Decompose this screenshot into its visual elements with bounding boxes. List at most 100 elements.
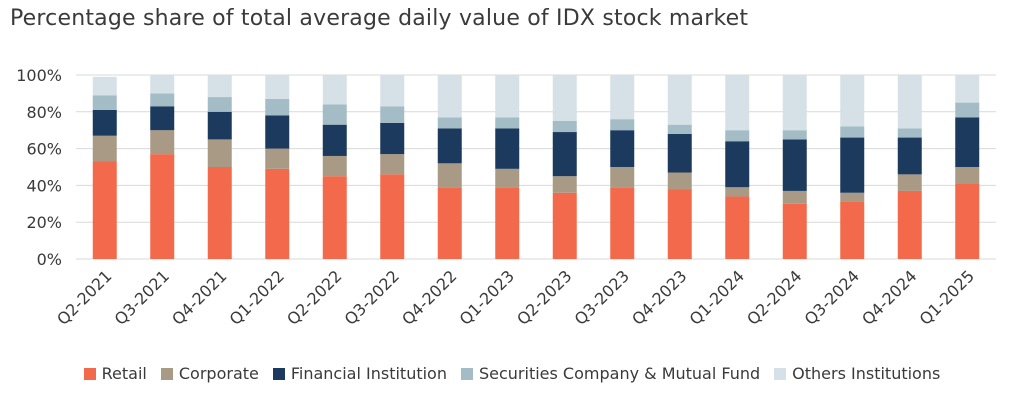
bar-segment-securities-company-mutual-fund <box>840 126 865 138</box>
legend-label: Retail <box>101 364 147 383</box>
x-tick-label: Q4-2022 <box>398 266 460 328</box>
x-tick-label: Q2-2021 <box>53 266 115 328</box>
bar-segment-securities-company-mutual-fund <box>437 117 462 129</box>
bar-segment-corporate <box>782 190 807 204</box>
chart-legend: Retail Corporate Financial Institution Secu… <box>0 364 1024 383</box>
x-tick-label: Q3-2022 <box>341 266 403 328</box>
x-tick-label: Q4-2021 <box>168 266 230 328</box>
x-tick-label: Q3-2024 <box>801 266 863 328</box>
bar-segment-securities-company-mutual-fund <box>265 98 290 116</box>
legend-label: Others Institutions <box>792 364 941 383</box>
legend-item: Securities Company & Mutual Fund <box>460 364 760 383</box>
bar-segment-securities-company-mutual-fund <box>782 130 807 140</box>
bar-segment-retail <box>265 168 290 259</box>
legend-swatch <box>272 367 285 380</box>
y-tick-label: 0% <box>37 250 62 269</box>
bar-segment-retail <box>150 154 175 259</box>
bar-segment-financial-institution <box>150 106 175 131</box>
legend-item: Financial Institution <box>272 364 447 383</box>
bar-segment-others-institutions <box>322 75 347 105</box>
legend-item: Retail <box>83 364 147 383</box>
bar-segment-others-institutions <box>840 75 865 127</box>
bar-segment-corporate <box>667 172 692 190</box>
bar-segment-financial-institution <box>840 137 865 193</box>
bar-segment-retail <box>437 187 462 259</box>
bar-segment-securities-company-mutual-fund <box>725 130 750 142</box>
bar-segment-retail <box>322 176 347 259</box>
bar-segment-securities-company-mutual-fund <box>495 117 520 129</box>
legend-swatch <box>460 367 473 380</box>
bar-segment-corporate <box>552 176 577 193</box>
bar-segment-others-institutions <box>955 75 980 103</box>
bar-segment-financial-institution <box>380 122 405 155</box>
y-tick-label: 20% <box>26 213 62 232</box>
bar-segment-retail <box>667 189 692 259</box>
bar-segment-corporate <box>495 168 520 188</box>
bar-segment-securities-company-mutual-fund <box>552 121 577 133</box>
bar-segment-financial-institution <box>322 124 347 156</box>
bar-segment-others-institutions <box>495 75 520 118</box>
x-tick-label: Q2-2023 <box>513 266 575 328</box>
bar-segment-others-institutions <box>725 75 750 131</box>
bar-segment-financial-institution <box>897 137 922 175</box>
x-tick-label: Q1-2024 <box>686 266 748 328</box>
y-tick-label: 80% <box>26 103 62 122</box>
bar-segment-financial-institution <box>552 132 577 177</box>
stacked-bar-chart: 0%20%40%60%80%100%Q2-2021Q3-2021Q4-2021Q… <box>16 66 996 329</box>
bar-segment-retail <box>955 183 980 259</box>
bar-segment-corporate <box>725 187 750 197</box>
bar-segment-financial-institution <box>725 141 750 188</box>
bar-segment-others-institutions <box>667 75 692 125</box>
y-tick-label: 100% <box>16 66 62 85</box>
bar-segment-corporate <box>207 139 232 167</box>
bar-segment-others-institutions <box>897 75 922 129</box>
bar-segment-securities-company-mutual-fund <box>92 95 117 110</box>
y-tick-label: 40% <box>26 176 62 195</box>
bar-segment-financial-institution <box>610 130 635 167</box>
x-tick-label: Q1-2025 <box>916 266 978 328</box>
x-tick-label: Q4-2023 <box>628 266 690 328</box>
bar-segment-others-institutions <box>782 75 807 131</box>
bar-segment-retail <box>380 174 405 259</box>
legend-item: Corporate <box>160 364 259 383</box>
bar-segment-financial-institution <box>92 109 117 136</box>
bar-segment-others-institutions <box>265 75 290 99</box>
bar-segment-others-institutions <box>92 76 117 96</box>
x-tick-label: Q2-2022 <box>283 266 345 328</box>
bar-segment-corporate <box>610 167 635 188</box>
bar-segment-retail <box>725 196 750 259</box>
bar-segment-retail <box>897 190 922 259</box>
bar-segment-others-institutions <box>150 75 175 94</box>
bar-segment-corporate <box>437 163 462 188</box>
bar-segment-financial-institution <box>207 111 232 140</box>
bar-segment-financial-institution <box>265 115 290 149</box>
bar-segment-retail <box>840 201 865 259</box>
bar-segment-securities-company-mutual-fund <box>322 104 347 125</box>
bar-segment-others-institutions <box>610 75 635 120</box>
bar-segment-retail <box>610 187 635 259</box>
legend-swatch <box>774 367 787 380</box>
x-tick-label: Q1-2023 <box>456 266 518 328</box>
bar-segment-financial-institution <box>782 139 807 191</box>
bar-segment-securities-company-mutual-fund <box>610 119 635 131</box>
bar-segment-securities-company-mutual-fund <box>207 97 232 112</box>
bar-segment-retail <box>782 203 807 259</box>
bar-segment-financial-institution <box>437 128 462 164</box>
bar-segment-corporate <box>150 130 175 155</box>
bar-segment-corporate <box>265 148 290 169</box>
chart-title: Percentage share of total average daily … <box>10 6 749 31</box>
legend-swatch <box>160 367 173 380</box>
bar-segment-securities-company-mutual-fund <box>380 106 405 123</box>
bar-segment-securities-company-mutual-fund <box>897 128 922 138</box>
legend-label: Financial Institution <box>290 364 447 383</box>
bar-segment-financial-institution <box>495 128 520 169</box>
legend-item: Others Institutions <box>774 364 940 383</box>
bar-segment-retail <box>552 192 577 259</box>
x-tick-label: Q1-2022 <box>226 266 288 328</box>
y-tick-label: 60% <box>26 140 62 159</box>
bar-segment-others-institutions <box>207 75 232 98</box>
x-tick-label: Q3-2021 <box>111 266 173 328</box>
bar-segment-retail <box>495 187 520 259</box>
bar-segment-financial-institution <box>955 117 980 167</box>
